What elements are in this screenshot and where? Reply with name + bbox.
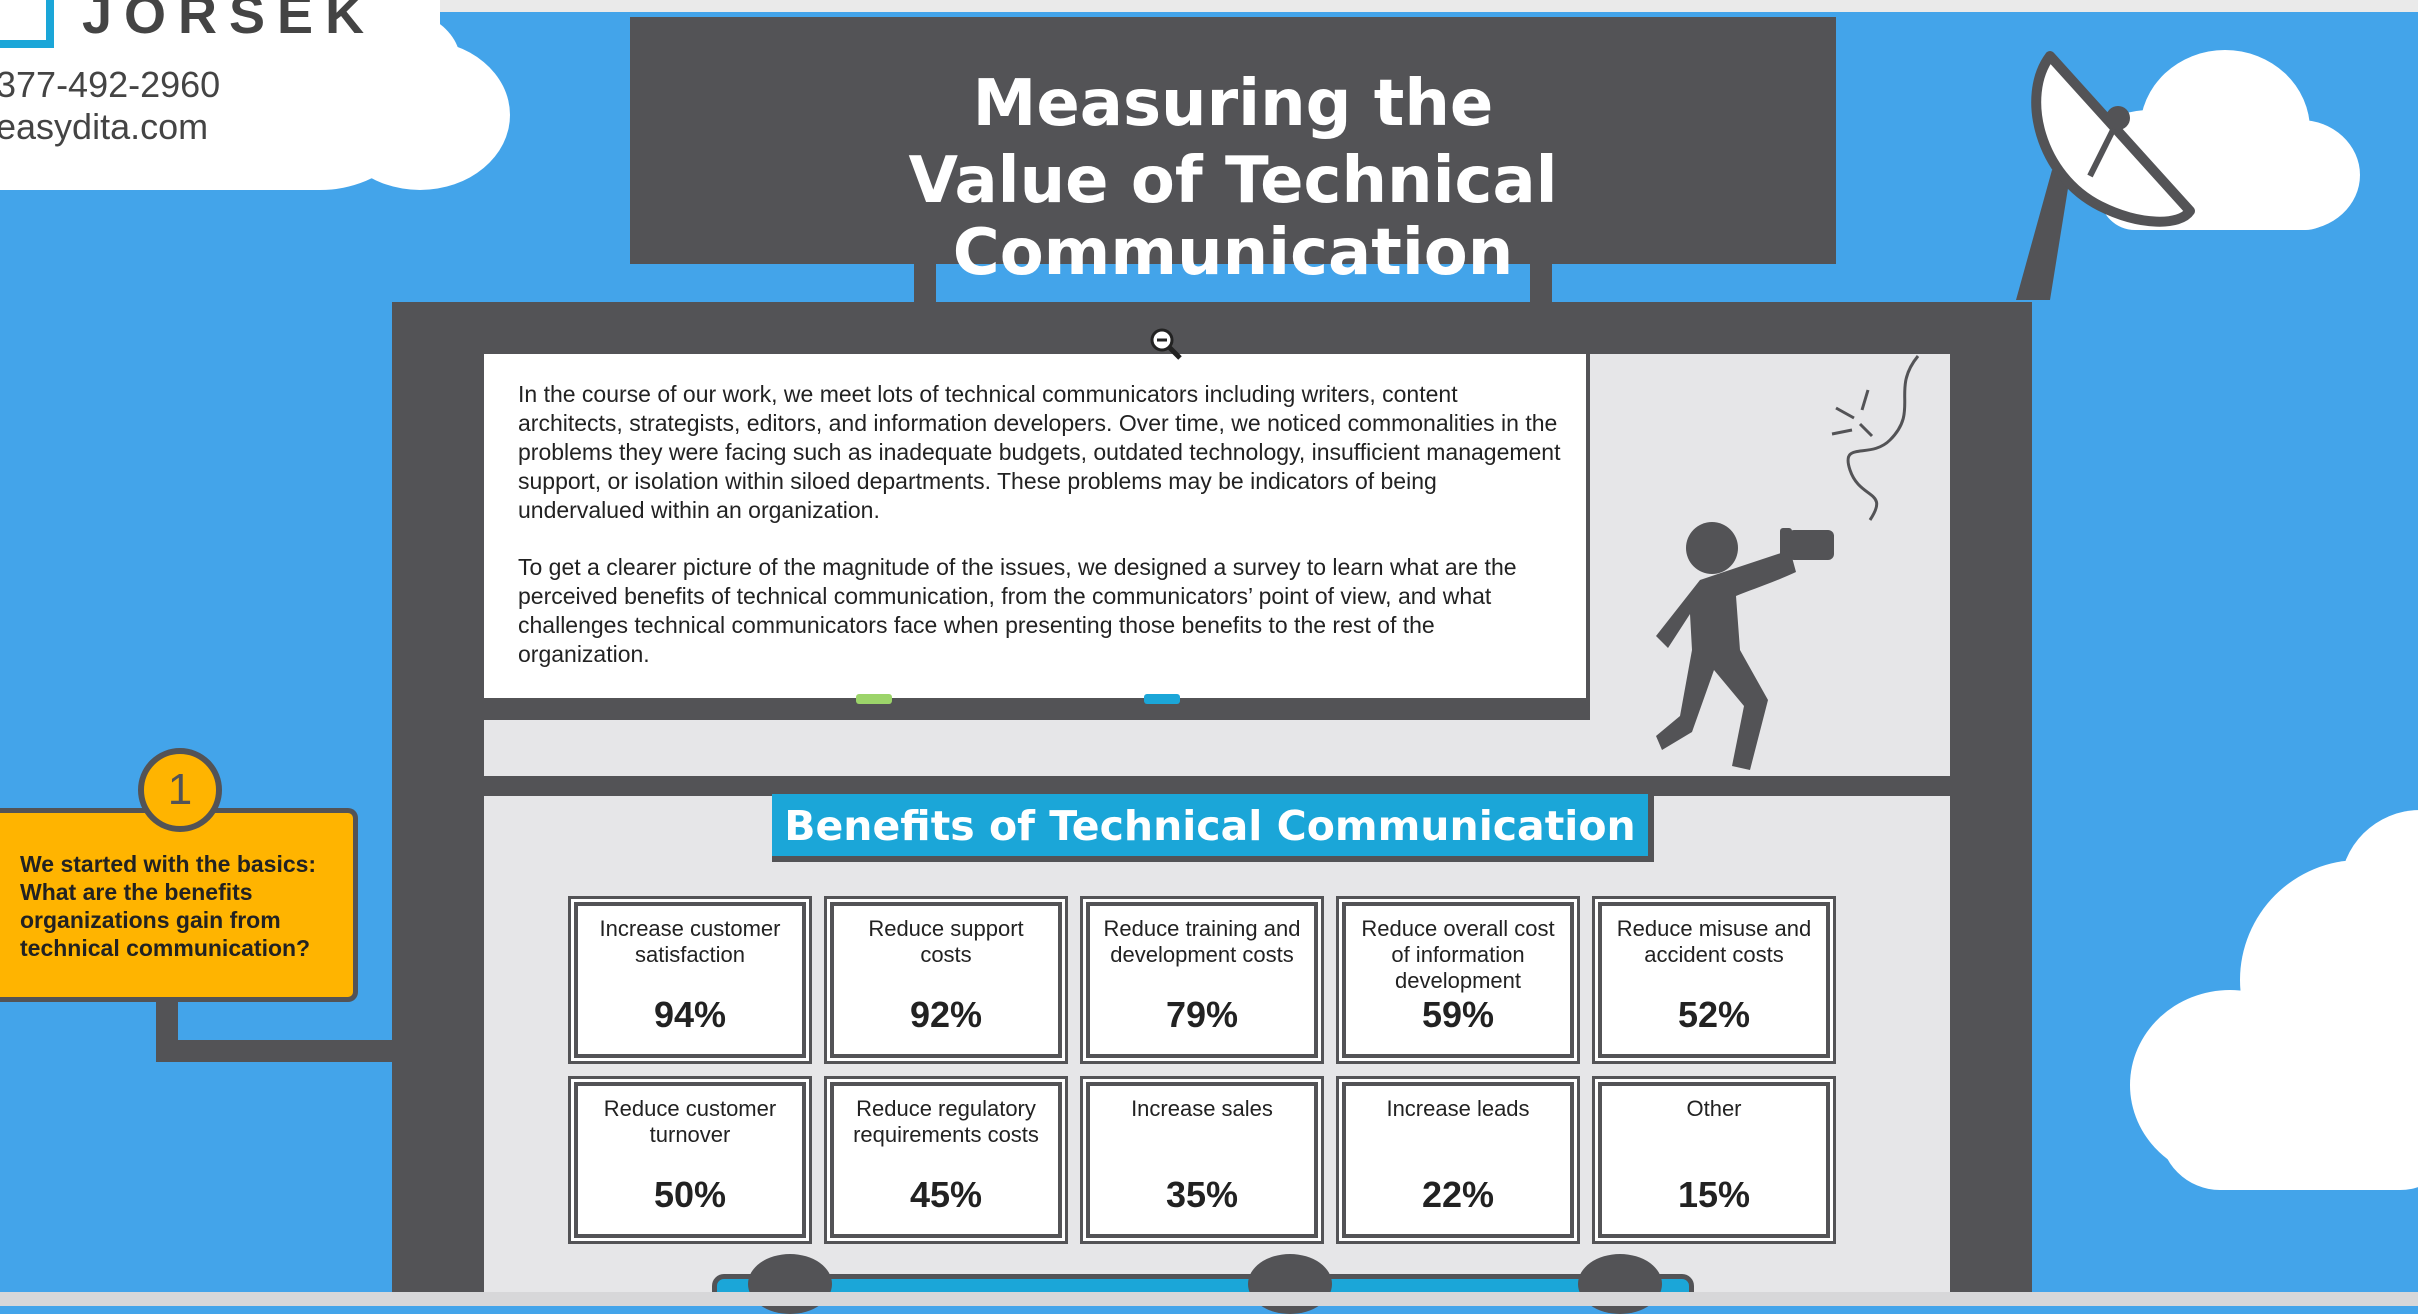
benefit-card: Reduce training and development costs 79% bbox=[1086, 902, 1318, 1058]
benefit-percentage: 22% bbox=[1421, 1174, 1495, 1215]
green-marker bbox=[856, 694, 892, 704]
benefit-card: Reduce misuse and accident costs 52% bbox=[1598, 902, 1830, 1058]
benefit-card: Reduce regulatory requirements costs 45% bbox=[830, 1082, 1062, 1238]
benefit-label: Reduce training and development costs bbox=[1103, 916, 1301, 967]
benefit-card: Other 15% bbox=[1598, 1082, 1830, 1238]
benefit-card: Increase customer satisfaction 94% bbox=[574, 902, 806, 1058]
benefit-label: Reduce support costs bbox=[868, 916, 1024, 967]
page-title-line2: Value of Technical Communication bbox=[908, 144, 1558, 290]
benefit-card: Increase sales 35% bbox=[1086, 1082, 1318, 1238]
benefit-label: Reduce overall cost of information devel… bbox=[1361, 916, 1555, 993]
bottom-frame-strip bbox=[0, 1292, 2418, 1306]
logo-square-icon bbox=[0, 0, 54, 48]
benefit-card: Increase leads 22% bbox=[1342, 1082, 1574, 1238]
intro-text-box: In the course of our work, we meet lots … bbox=[484, 354, 1586, 698]
company-logo-text: JORSEK bbox=[82, 0, 377, 45]
title-sign: Measuring the Value of Technical Communi… bbox=[630, 17, 1836, 289]
benefit-percentage: 94% bbox=[653, 994, 727, 1035]
building-ledge bbox=[484, 720, 1950, 776]
benefit-percentage: 59% bbox=[1421, 994, 1495, 1035]
step-callout-text: We started with the basics: What are the… bbox=[20, 851, 317, 961]
zoom-out-icon[interactable] bbox=[1148, 326, 1184, 362]
page-title-line1: Measuring the bbox=[972, 67, 1494, 141]
contact-phone: 377-492-2960 bbox=[0, 64, 221, 105]
contact-website[interactable]: easydita.com bbox=[0, 106, 209, 147]
benefit-percentage: 52% bbox=[1677, 994, 1751, 1035]
benefit-label: Reduce customer turnover bbox=[603, 1096, 777, 1147]
benefit-label: Reduce regulatory requirements costs bbox=[853, 1096, 1039, 1147]
right-panel bbox=[1590, 354, 1950, 720]
benefit-percentage: 45% bbox=[909, 1174, 983, 1215]
satellite-dish-icon bbox=[2016, 51, 2195, 300]
benefit-label: Reduce misuse and accident costs bbox=[1616, 916, 1812, 967]
benefit-percentage: 50% bbox=[653, 1174, 727, 1215]
intro-paragraph-1: In the course of our work, we meet lots … bbox=[518, 381, 1561, 523]
benefit-label: Increase leads bbox=[1386, 1096, 1530, 1121]
benefit-card: Reduce support costs 92% bbox=[830, 902, 1062, 1058]
benefit-label: Other bbox=[1686, 1096, 1742, 1121]
step-number-badge: 1 bbox=[138, 748, 222, 832]
callout-connector-horizontal bbox=[156, 1040, 396, 1062]
benefit-percentage: 35% bbox=[1165, 1174, 1239, 1215]
person-tin-can-phone-icon bbox=[1656, 355, 1920, 770]
benefit-label: Increase customer satisfaction bbox=[599, 916, 781, 967]
benefit-card: Reduce overall cost of information devel… bbox=[1342, 902, 1574, 1058]
benefit-card: Reduce customer turnover 50% bbox=[574, 1082, 806, 1238]
top-frame-strip bbox=[0, 0, 2418, 12]
benefit-label: Increase sales bbox=[1131, 1096, 1273, 1121]
intro-box-base bbox=[484, 698, 1586, 720]
sign-post-left bbox=[914, 264, 936, 306]
benefit-percentage: 15% bbox=[1677, 1174, 1751, 1215]
benefits-title: Benefits of Technical Communication bbox=[772, 794, 1654, 862]
benefit-percentage: 79% bbox=[1165, 994, 1239, 1035]
intro-paragraph-2: To get a clearer picture of the magnitud… bbox=[518, 554, 1517, 667]
blue-marker bbox=[1144, 694, 1180, 704]
benefit-percentage: 92% bbox=[909, 994, 983, 1035]
sign-post-right bbox=[1530, 264, 1552, 306]
